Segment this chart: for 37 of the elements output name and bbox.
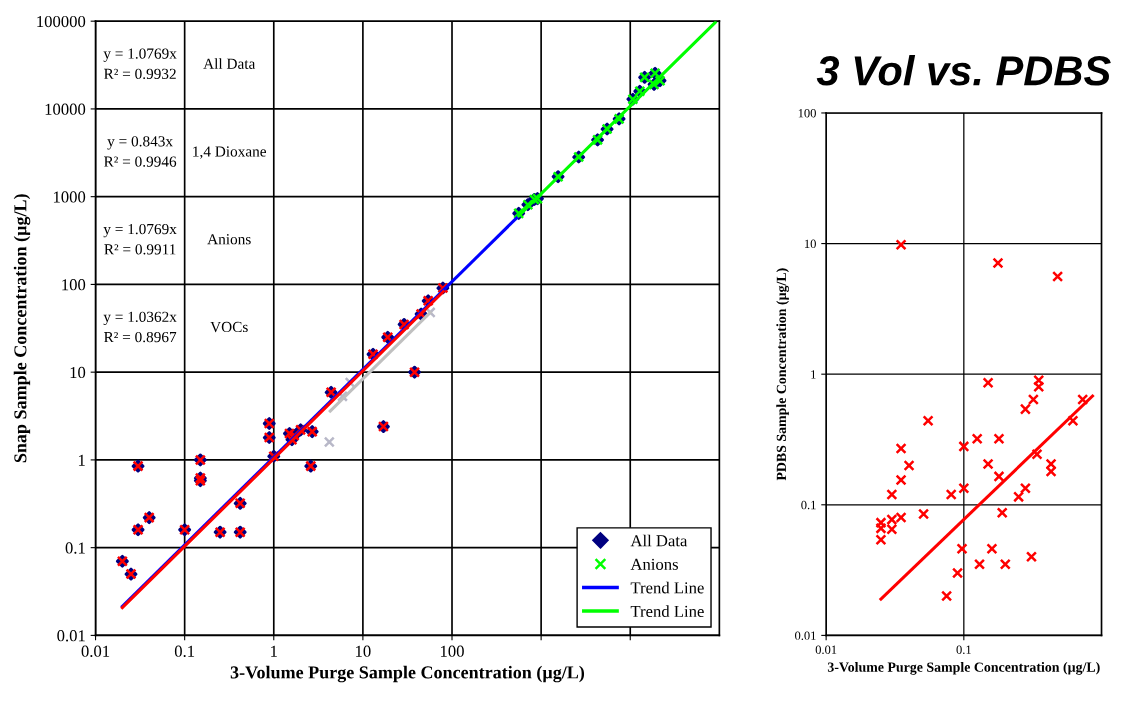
legend-label: All Data <box>630 534 688 547</box>
y-tick-label: 1000 <box>53 191 86 203</box>
y-tick-label: 0.1 <box>801 500 816 510</box>
annotation: y = 1.0769x R² = 0.9932 <box>103 48 177 80</box>
x-axis-title: 3-Volume Purge Sample Concentration (µg/L) <box>230 665 585 683</box>
y-tick-label: 10000 <box>45 103 86 115</box>
chart-title: 3 Vol vs. PDBS <box>816 54 1111 86</box>
y-tick-label: 0.1 <box>65 542 85 554</box>
legend-label: Anions <box>630 558 678 570</box>
annotation: y = 1.0362x R² = 0.8967 <box>103 311 177 343</box>
y-axis-title: Snap Sample Concentration (µg/L) <box>13 194 31 463</box>
y-tick-label: 100 <box>798 108 816 118</box>
x-axis-title: 3-Volume Purge Sample Concentration (µg/L) <box>827 662 1100 675</box>
y-tick-label: 1 <box>78 454 85 466</box>
y-tick-label: 100000 <box>37 15 86 28</box>
annotation: Anions <box>207 234 251 245</box>
y-tick-label: 100 <box>62 279 86 291</box>
annotation: All Data <box>203 58 256 69</box>
y-axis-title: PDBS Sample Concentration (µg/L) <box>776 268 789 481</box>
y-tick-label: 0.01 <box>795 631 816 640</box>
x-tick-label: 0.1 <box>956 645 971 654</box>
x-tick-label: 10 <box>356 645 371 657</box>
annotation: 1,4 Dioxane <box>193 146 267 159</box>
x-tick-label: 0.01 <box>815 645 837 654</box>
x-tick-label: 1 <box>271 645 277 657</box>
annotation: y = 1.0769x R² = 0.9911 <box>103 223 177 255</box>
y-tick-label: 1 <box>811 370 816 379</box>
x-tick-label: 0.1 <box>174 645 195 657</box>
x-tick-label: 0.01 <box>81 645 110 657</box>
x-tick-label: 100 <box>440 645 464 657</box>
annotation: y = 0.843x R² = 0.9946 <box>104 136 177 167</box>
annotation: VOCs <box>210 321 248 333</box>
y-tick-label: 10 <box>805 239 816 249</box>
legend-label: Trend Line <box>630 605 704 618</box>
legend-label: Trend Line <box>630 581 704 594</box>
y-tick-label: 0.01 <box>57 630 85 642</box>
y-tick-label: 10 <box>70 366 86 379</box>
